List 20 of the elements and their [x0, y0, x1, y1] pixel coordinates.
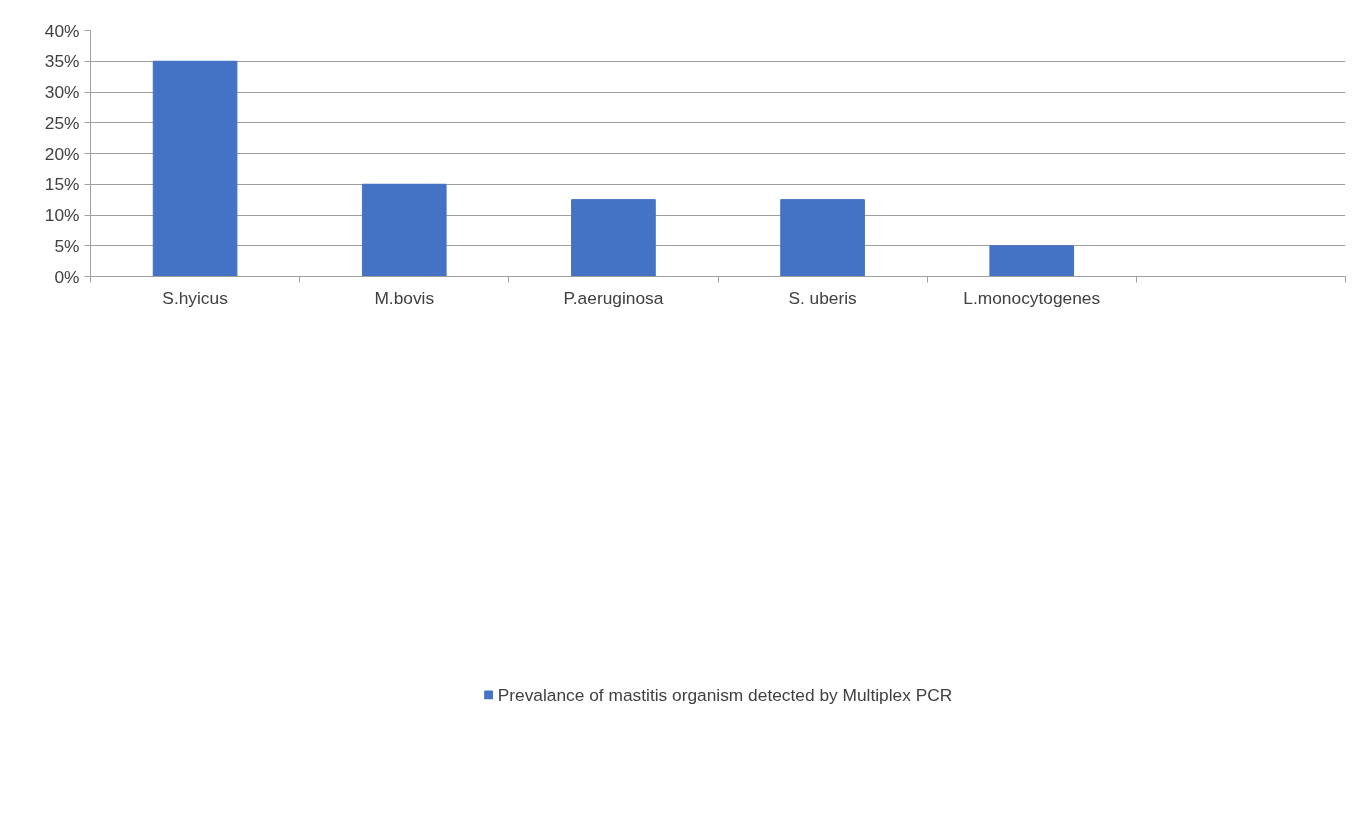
y-tick-label: 35%	[44, 51, 80, 72]
x-tick-label: S.hyicus	[162, 287, 229, 308]
x-tick-label: S. uberis	[788, 287, 858, 308]
y-tick-label: 25%	[44, 112, 80, 133]
bar	[571, 199, 656, 277]
x-tick-label: P.aeruginosa	[563, 287, 664, 308]
bar	[152, 60, 238, 277]
y-tick-label: 30%	[44, 82, 80, 102]
y-tick-label: 15%	[44, 174, 80, 195]
bar	[780, 199, 865, 277]
x-tick-label: L.monocytogenes	[963, 287, 1101, 308]
bar	[989, 245, 1075, 277]
y-tick-label: 10%	[44, 205, 80, 225]
y-tick-label: 0%	[54, 266, 80, 287]
y-tick-label: 20%	[44, 143, 80, 164]
legend-label: Prevalance of mastitis organism detected by Multiplex PCR	[497, 684, 953, 706]
x-tick-label: M.bovis	[374, 287, 435, 308]
y-tick-label: 40%	[44, 20, 80, 41]
y-tick-label: 5%	[54, 235, 80, 256]
bar	[361, 183, 447, 277]
